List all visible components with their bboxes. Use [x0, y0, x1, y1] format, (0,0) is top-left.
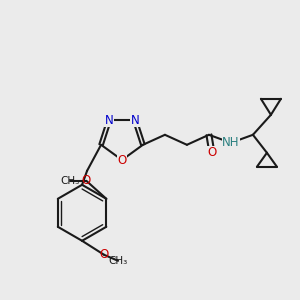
Text: O: O — [117, 154, 127, 166]
Text: NH: NH — [222, 136, 240, 149]
Text: O: O — [207, 146, 217, 159]
Text: O: O — [100, 248, 109, 261]
Text: CH₃: CH₃ — [109, 256, 128, 266]
Text: N: N — [105, 114, 113, 127]
Text: CH₃: CH₃ — [61, 176, 80, 186]
Text: N: N — [130, 114, 139, 127]
Text: O: O — [82, 174, 91, 187]
